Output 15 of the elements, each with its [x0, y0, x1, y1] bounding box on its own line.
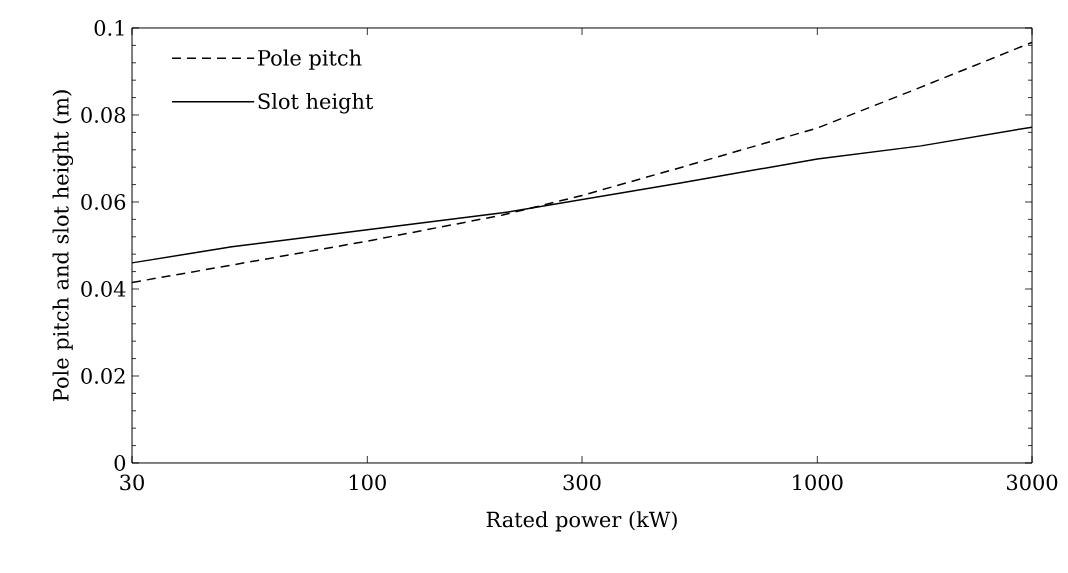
x-tick-label: 100	[349, 474, 386, 491]
y-tick-label: 0.06	[81, 194, 126, 210]
y-tick-label: 0.02	[81, 368, 125, 384]
legend-label: Pole pitch	[258, 49, 362, 70]
y-axis-title: Pole pitch and slot height (m)	[52, 90, 74, 402]
y-tick-label: 0.1	[94, 20, 124, 36]
x-tick-label: 3000	[1006, 474, 1058, 491]
y-tick-label: 0.04	[81, 281, 126, 297]
legend-label: Slot height	[258, 92, 374, 114]
x-axis-title: Rated power (kW)	[486, 511, 677, 532]
x-tick-label: 300	[563, 474, 601, 491]
x-tick-label: 30	[120, 474, 144, 491]
x-tick-label: 1000	[793, 474, 843, 491]
y-tick-label: 0	[114, 455, 126, 471]
y-tick-label: 0.08	[81, 107, 126, 123]
